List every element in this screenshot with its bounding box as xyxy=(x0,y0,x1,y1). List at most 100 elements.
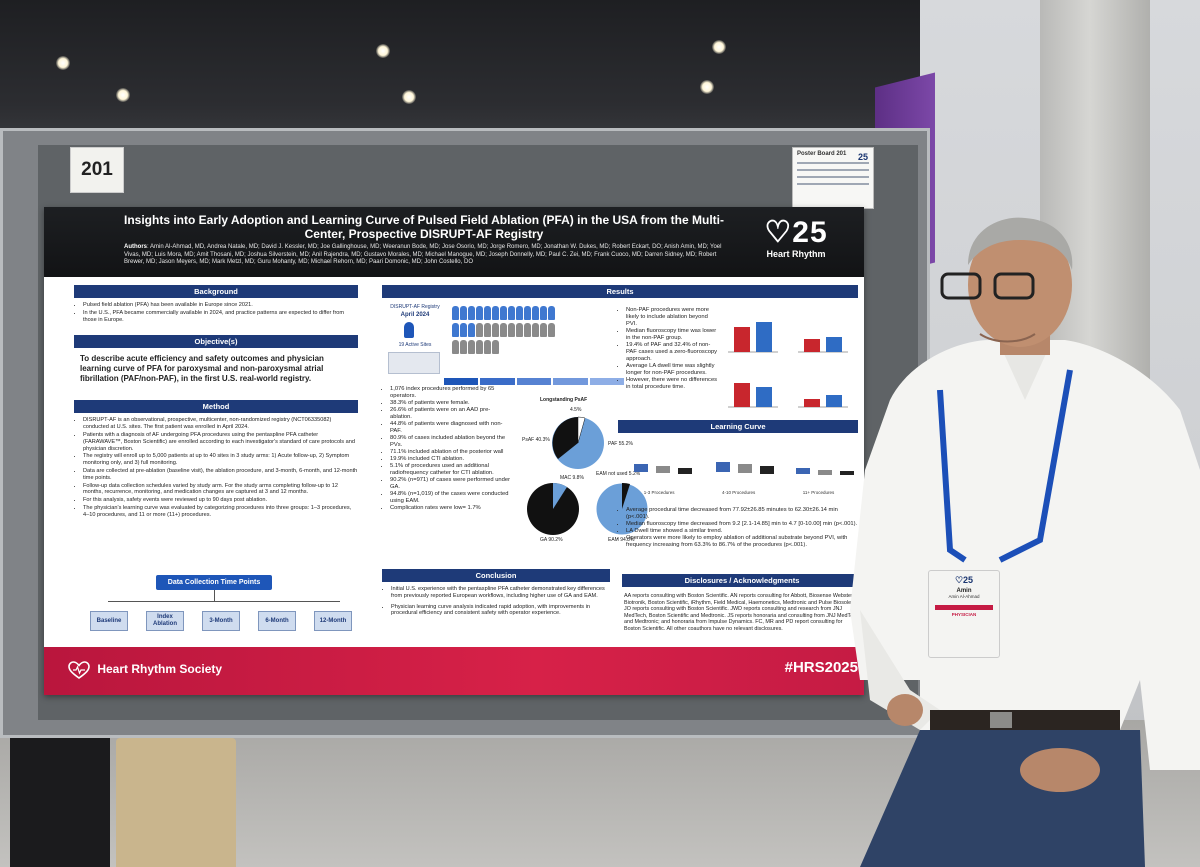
timepoint-box: 12-Month xyxy=(314,611,352,631)
heart-icon: ♡ xyxy=(764,216,793,249)
background-person-legs xyxy=(116,738,236,867)
bar-chart xyxy=(728,322,778,353)
ceiling-light xyxy=(712,40,726,54)
heart-icon xyxy=(68,661,90,679)
result-stat: 80.9% of cases included ablation beyond … xyxy=(390,435,512,449)
learning-curve-heading: Learning Curve xyxy=(618,420,858,433)
pie-label: MAC 9.8% xyxy=(560,475,584,481)
heart-rhythm-logo: ♡25 Heart Rhythm xyxy=(746,216,846,260)
ceiling-light xyxy=(402,90,416,104)
method-bullets: DISRUPT-AF is an observational, prospect… xyxy=(74,417,358,518)
background-bullet: Pulsed field ablation (PFA) has been ava… xyxy=(83,302,358,309)
pie-slice-psaf xyxy=(552,417,578,459)
group-label: 11+ Procedures xyxy=(802,490,835,495)
bar-chart xyxy=(728,383,778,408)
shirt-collar xyxy=(1000,345,1050,400)
person-icon xyxy=(540,306,547,320)
pie-slice-no-eam xyxy=(622,482,630,509)
timeline-arrow xyxy=(480,378,515,385)
conclusion-heading: Conclusion xyxy=(382,569,610,582)
person-icon xyxy=(524,306,531,320)
hand xyxy=(1020,748,1100,792)
person-icon xyxy=(492,323,499,337)
learning-curve-bullet: Operators were more likely to employ abl… xyxy=(626,535,858,549)
result-stat: 1,076 index procedures performed by 65 o… xyxy=(390,386,512,400)
badge-logo: ♡25 xyxy=(954,575,974,585)
objective-heading: Objective(s) xyxy=(74,335,358,349)
result-stat: 90.2% (n=971) of cases were performed un… xyxy=(390,477,512,491)
disclosures-heading: Disclosures / Acknowledgments xyxy=(622,574,862,587)
person-icon xyxy=(492,340,499,354)
bar-paf xyxy=(804,339,820,352)
heart-rhythm-logo-name: Heart Rhythm xyxy=(766,249,826,259)
learning-curve-groups: 1-3 Procedures 4-10 Procedures 11+ Proce… xyxy=(620,490,858,495)
timeline-arrows xyxy=(444,378,625,385)
timepoint-box: Index Ablation xyxy=(146,611,184,631)
timepoints-connector xyxy=(214,590,215,601)
jeans xyxy=(860,730,1145,867)
heart-rhythm-logo-number: ♡25 xyxy=(764,216,828,249)
bar-paf xyxy=(734,327,750,352)
person-icon xyxy=(484,306,491,320)
result-stat: 5.1% of procedures used an additional ra… xyxy=(390,463,512,477)
authors-list: Amin Al-Ahmad, MD, Andrea Natale, MD; Da… xyxy=(124,244,722,265)
person-icon xyxy=(500,323,507,337)
method-bullet: The physician's learning curve was evalu… xyxy=(83,505,358,519)
person-icon xyxy=(508,306,515,320)
learning-curve-bullet: Average procedural time decreased from 7… xyxy=(626,507,858,521)
face xyxy=(968,223,1072,347)
person-icon xyxy=(516,306,523,320)
timepoints-diagram: Data Collection Time Points Baseline Ind… xyxy=(84,575,364,635)
timepoint-box: 6-Month xyxy=(258,611,296,631)
bar-non-paf xyxy=(756,322,772,352)
bar-paf xyxy=(804,399,820,407)
pie-label: PsAF 40.3% xyxy=(522,437,550,443)
result-stat: 26.6% of patients were on an AAD pre-abl… xyxy=(390,407,512,421)
result-stat: 71.1% included ablation of the posterior… xyxy=(390,449,512,456)
registry-infographic: DISRUPT-AF Registry April 2024 19 Active… xyxy=(382,302,862,386)
learning-curve-bullets: Average procedural time decreased from 7… xyxy=(618,507,858,549)
pie-label: PAF 55.2% xyxy=(608,441,633,447)
research-poster: Insights into Early Adoption and Learnin… xyxy=(44,207,864,695)
registry-date: April 2024 xyxy=(400,312,430,318)
person-icon xyxy=(484,323,491,337)
poster-left-column: Background Pulsed field ablation (PFA) h… xyxy=(74,285,358,520)
pie-chart xyxy=(552,416,604,469)
bar-chart xyxy=(798,395,848,408)
person-icon xyxy=(492,306,499,320)
person-icon xyxy=(460,340,467,354)
pie-title: Longstanding PsAF xyxy=(540,397,588,403)
timepoints-title: Data Collection Time Points xyxy=(156,575,272,590)
pie-label: EAM not used 5.2% xyxy=(596,471,641,477)
badge-name: Amin xyxy=(956,588,972,594)
timeline-arrow xyxy=(516,378,552,385)
timepoints-connector xyxy=(108,601,340,602)
boxplot xyxy=(796,468,854,475)
person-icon xyxy=(500,306,507,320)
method-heading: Method xyxy=(74,400,358,414)
person-icon xyxy=(540,323,547,337)
glasses-left-lens xyxy=(940,272,982,300)
bar-non-paf xyxy=(756,387,772,407)
background-person-legs xyxy=(10,738,110,867)
background-bullets: Pulsed field ablation (PFA) has been ava… xyxy=(74,302,358,323)
person-icon xyxy=(524,323,531,337)
presenter xyxy=(850,217,1200,867)
hashtag: #HRS2025 xyxy=(784,659,858,676)
board-tag-line xyxy=(797,176,869,178)
us-map-icon xyxy=(388,352,440,374)
group-label: 4-10 Procedures xyxy=(721,490,756,495)
conclusion-section: Conclusion Initial U.S. experience with … xyxy=(382,569,610,618)
method-bullet: DISRUPT-AF is an observational, prospect… xyxy=(83,417,358,431)
glasses-right-lens xyxy=(993,272,1035,300)
timepoint-box: 3-Month xyxy=(202,611,240,631)
pie-label: 4.5% xyxy=(570,407,582,413)
result-stat: 19.9% included CTI ablation. xyxy=(390,456,512,463)
board-number: 201 xyxy=(70,147,124,193)
objective-text: To describe acute efficiency and safety … xyxy=(80,354,324,384)
poster-results-column: Results DISRUPT-AF Registry April 2024 1… xyxy=(382,285,862,548)
learning-curve-section: Learning Curve xyxy=(618,420,858,437)
method-bullet: Patients with a diagnosis of AF undergoi… xyxy=(83,432,358,452)
boxplot xyxy=(634,464,692,474)
